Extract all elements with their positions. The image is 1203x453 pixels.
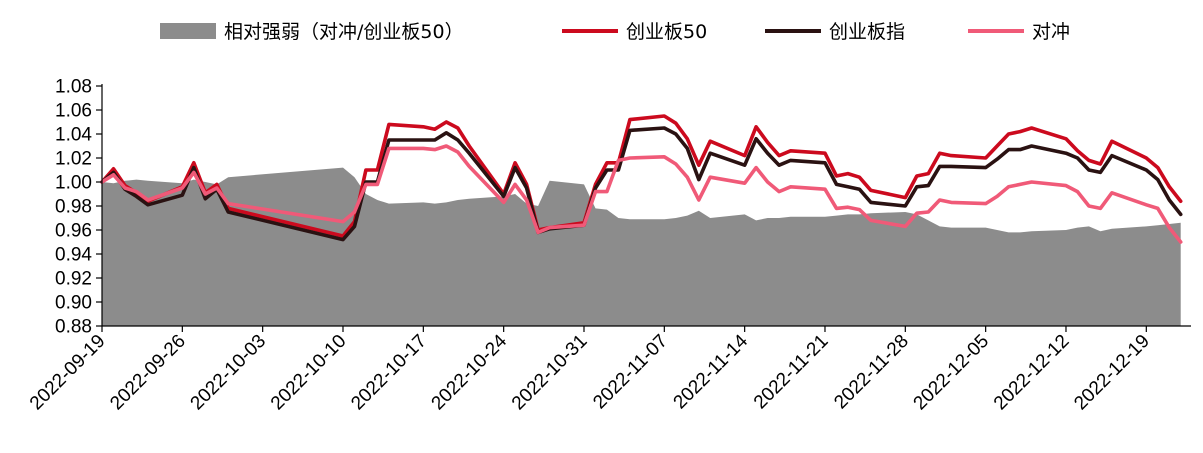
legend: 相对强弱（对冲/创业板50） 创业板50 创业板指 对冲 — [160, 21, 1070, 43]
series-line-3 — [100, 144, 1183, 244]
y-tick-label: 0.92 — [55, 269, 92, 290]
plot-area — [100, 114, 1183, 326]
legend-item-1: 创业板50 — [562, 21, 707, 43]
x-tick-label: 2022-11-21 — [750, 331, 833, 414]
legend-swatch — [160, 23, 216, 39]
x-tick-label: 2022-10-17 — [347, 331, 431, 415]
y-tick-label: 0.96 — [55, 221, 92, 242]
x-tick-label: 2022-09-19 — [26, 331, 110, 415]
legend-label: 相对强弱（对冲/创业板50） — [224, 21, 464, 43]
series-area-relative-strength — [102, 167, 1181, 326]
legend-label: 创业板50 — [626, 21, 707, 43]
y-tick-label: 1.02 — [55, 149, 92, 170]
y-tick-label: 0.90 — [55, 293, 92, 314]
y-tick-label: 0.94 — [55, 245, 92, 266]
y-tick-label: 1.06 — [55, 101, 92, 122]
x-tick-label: 2022-09-26 — [106, 331, 190, 415]
x-tick-label: 2022-12-19 — [1070, 331, 1154, 415]
x-tick-label: 2022-11-07 — [589, 331, 672, 414]
y-tick-label: 0.88 — [55, 317, 92, 338]
y-tick-label: 1.00 — [55, 173, 92, 194]
y-tick-label: 0.98 — [55, 197, 92, 218]
series-line-1 — [100, 114, 1183, 238]
legend-label: 创业板指 — [829, 21, 905, 43]
legend-item-2: 创业板指 — [765, 21, 905, 43]
x-tick-label: 2022-12-12 — [990, 331, 1074, 415]
legend-label: 对冲 — [1032, 21, 1070, 43]
x-tick-label: 2022-12-05 — [910, 331, 994, 415]
x-axis: 2022-09-192022-09-262022-10-032022-10-10… — [26, 325, 1191, 415]
legend-item-3: 对冲 — [968, 21, 1070, 43]
series-line-2 — [100, 126, 1183, 242]
y-tick-label: 1.04 — [55, 125, 92, 146]
x-tick-label: 2022-11-28 — [830, 331, 913, 414]
x-tick-label: 2022-10-10 — [267, 331, 351, 415]
x-tick-label: 2022-10-24 — [428, 330, 512, 414]
x-tick-label: 2022-10-03 — [187, 331, 271, 415]
x-tick-label: 2022-11-14 — [670, 330, 753, 413]
y-axis: 0.88 0.90 0.92 0.94 0.96 0.98 1.00 1.02 1.04 1.06… — [55, 77, 103, 338]
x-tick-label: 2022-10-31 — [508, 331, 592, 415]
y-tick-label: 1.08 — [55, 77, 92, 98]
legend-item-0: 相对强弱（对冲/创业板50） — [160, 21, 464, 43]
